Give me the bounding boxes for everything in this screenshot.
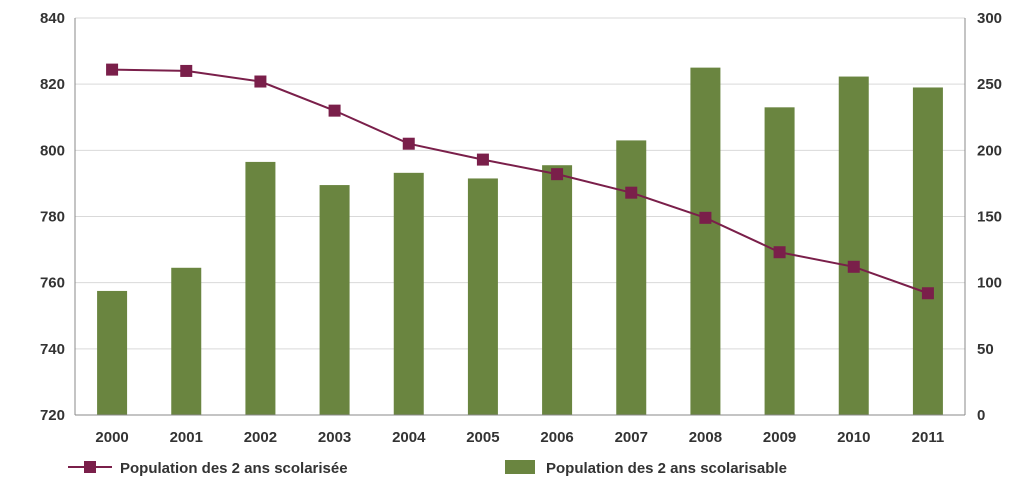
y-right-tick-label: 100 [977, 275, 1002, 292]
legend: Population des 2 ans scolarisée Populati… [68, 460, 787, 477]
bar [912, 87, 943, 415]
line-point [773, 246, 786, 259]
bar [319, 185, 350, 415]
axes [74, 18, 966, 416]
x-tick-label: 2007 [615, 429, 648, 446]
bar [616, 140, 647, 416]
line-point [551, 168, 564, 181]
legend-bar-swatch [505, 460, 535, 474]
y-left-tick-label: 820 [40, 76, 65, 93]
line-point [625, 186, 638, 199]
x-tick-label: 2008 [689, 429, 722, 446]
y-right-tick-label: 300 [977, 10, 1002, 27]
bar [393, 172, 424, 415]
x-tick-label: 2010 [837, 429, 870, 446]
y-left-tick-label: 780 [40, 209, 65, 226]
legend-label-line: Population des 2 ans scolarisée [120, 460, 348, 477]
y-left-tick-label: 800 [40, 142, 65, 159]
bar [97, 290, 128, 415]
x-tick-label: 2004 [392, 429, 426, 446]
y-left-tick-label: 760 [40, 275, 65, 292]
line-point [476, 153, 489, 166]
y-right-tick-label: 50 [977, 341, 994, 358]
x-tick-label: 2006 [540, 429, 573, 446]
bar [690, 67, 721, 415]
x-tick-label: 2009 [763, 429, 796, 446]
line-point [847, 260, 860, 273]
bar [838, 76, 869, 416]
y-right-tick-label: 200 [977, 142, 1002, 159]
x-tick-label: 2003 [318, 429, 351, 446]
x-tick-label: 2011 [912, 429, 945, 446]
x-tick-label: 2001 [170, 429, 203, 446]
line-point [402, 137, 415, 150]
y-right-tick-label: 250 [977, 76, 1002, 93]
legend-label-bar: Population des 2 ans scolarisable [546, 460, 787, 477]
line-series [106, 63, 934, 300]
y-left-tick-label: 740 [40, 341, 65, 358]
x-tick-label: 2005 [466, 429, 499, 446]
legend-item-bar: Population des 2 ans scolarisable [505, 460, 787, 477]
legend-line-marker [84, 461, 96, 473]
line-point [328, 104, 341, 117]
tick-labels: 720 740 760 780 800 820 840 0 50 100 150 200 250 300 2… [40, 10, 1002, 446]
bar [467, 178, 498, 415]
y-left-tick-label: 720 [40, 407, 65, 424]
legend-item-line: Population des 2 ans scolarisée [68, 460, 348, 477]
line-point [106, 63, 119, 76]
line-point [254, 75, 267, 88]
line-point [180, 64, 193, 77]
bar [171, 267, 202, 415]
x-tick-label: 2000 [95, 429, 128, 446]
y-right-tick-label: 150 [977, 209, 1002, 226]
bar [245, 161, 276, 415]
bar [764, 107, 795, 415]
series-line [112, 68, 929, 295]
line-point [699, 211, 712, 224]
bar-series [97, 67, 943, 416]
y-left-tick-label: 840 [40, 10, 65, 27]
gridlines [75, 17, 965, 416]
bar [542, 165, 573, 415]
line-point [921, 287, 934, 300]
x-tick-label: 2002 [244, 429, 277, 446]
y-right-tick-label: 0 [977, 407, 985, 424]
